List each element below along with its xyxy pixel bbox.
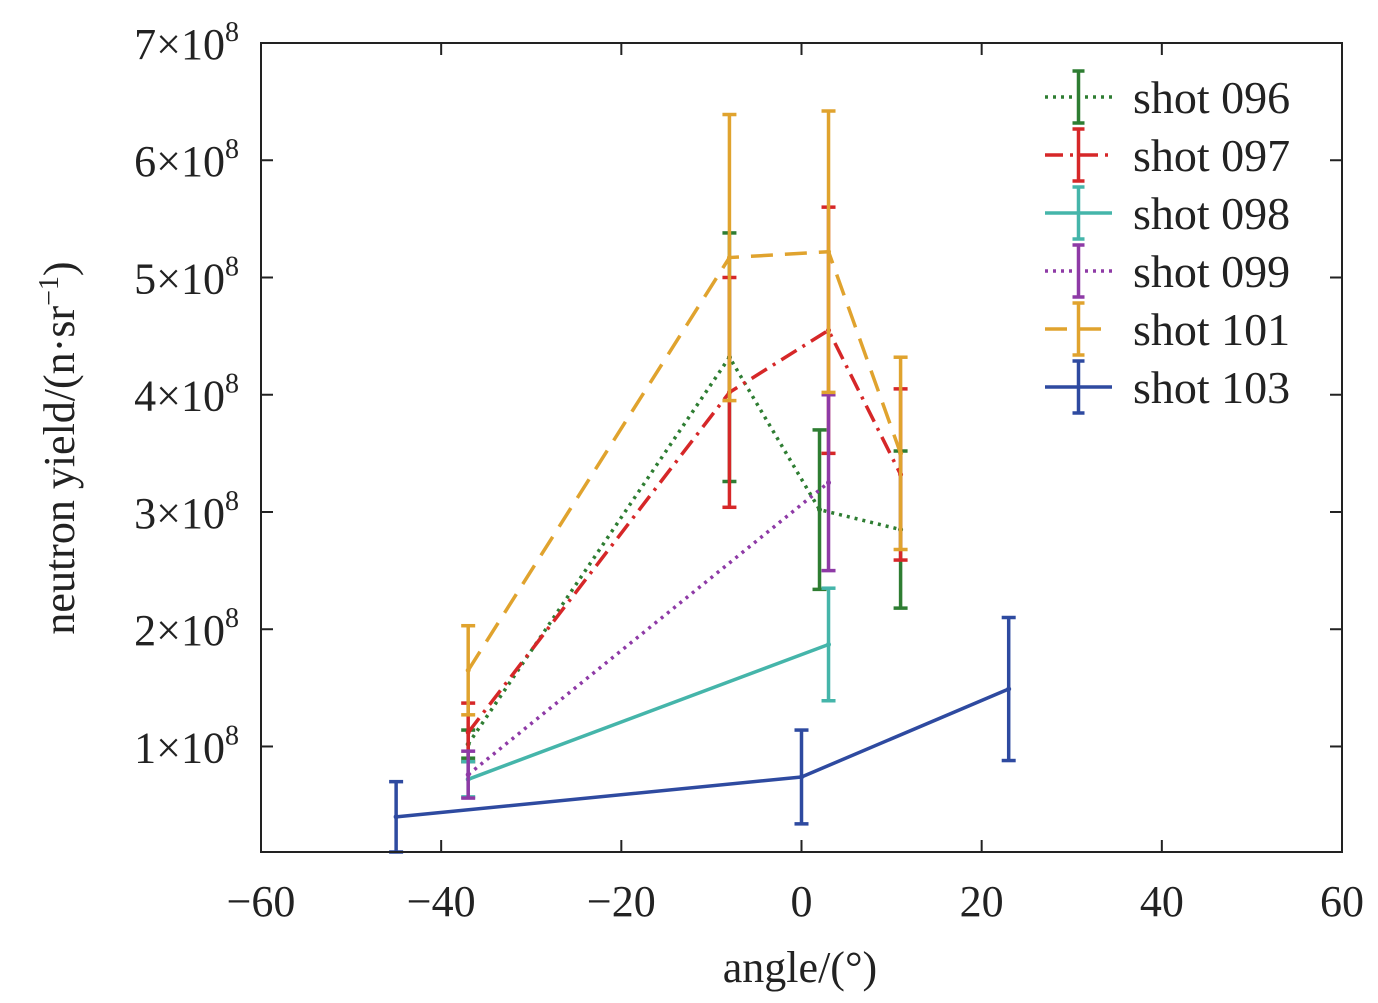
y-tick-label-exponent: 8	[225, 17, 239, 48]
series-shot-098	[461, 586, 836, 799]
y-tick-label-exponent: 8	[225, 720, 239, 751]
y-tick-label: 6×108	[134, 134, 239, 186]
y-tick-label-base: 5×10	[134, 254, 225, 303]
y-tick-label-exponent: 8	[225, 134, 239, 165]
y-tick-label-base: 1×10	[134, 723, 225, 772]
legend-entry: shot 096	[1045, 69, 1290, 125]
x-tick-label: 0	[791, 877, 813, 926]
x-tick-label: 20	[960, 877, 1004, 926]
y-tick-label-base: 6×10	[134, 137, 225, 186]
series-shot-103	[389, 615, 1016, 854]
legend-label: shot 098	[1133, 188, 1290, 239]
x-tick-label: 40	[1140, 877, 1184, 926]
legend: shot 096 shot 097 shot 098 shot 099 shot 101…	[1045, 69, 1290, 415]
y-tick-label: 7×108	[134, 17, 239, 69]
y-axis-label-main: neutron yield/(n·sr	[35, 306, 84, 635]
data-point	[799, 774, 804, 780]
data-point	[826, 641, 832, 647]
legend-label: shot 101	[1133, 304, 1290, 355]
legend-entry: shot 101	[1045, 301, 1290, 357]
data-point	[826, 480, 832, 486]
y-tick-label: 2×108	[134, 603, 239, 655]
x-tick-label: −40	[407, 877, 476, 926]
series-shot-099	[461, 392, 836, 800]
legend-entry: shot 103	[1045, 359, 1290, 415]
series-line	[395, 687, 1010, 819]
y-tick-label: 3×108	[134, 486, 239, 538]
y-tick-label-base: 2×10	[134, 606, 225, 655]
x-tick-label: −20	[587, 877, 656, 926]
x-tick-label: −60	[227, 877, 296, 926]
legend-label: shot 097	[1133, 130, 1290, 181]
data-point	[465, 772, 471, 778]
y-axis-label-sup: −1	[34, 276, 65, 306]
data-point	[898, 450, 904, 456]
data-point	[465, 667, 471, 673]
data-point	[726, 255, 732, 261]
series-line	[466, 249, 903, 672]
legend-entry: shot 099	[1045, 243, 1290, 299]
legend-label: shot 099	[1133, 246, 1290, 297]
y-tick-label-base: 3×10	[134, 489, 225, 538]
series-line	[466, 355, 902, 746]
legend-entry: shot 097	[1045, 127, 1290, 183]
y-tick-label-exponent: 8	[225, 251, 239, 282]
data-point	[817, 507, 823, 513]
y-axis-label-close: )	[35, 261, 84, 276]
legend-label: shot 103	[1133, 362, 1290, 413]
y-axis-label: neutron yield/(n·sr−1)	[34, 261, 84, 634]
x-axis-label: angle/(°)	[723, 943, 877, 992]
series-shot-101	[461, 109, 908, 717]
y-tick-label-base: 4×10	[134, 372, 225, 421]
series-shot-096	[461, 231, 908, 760]
legend-entry: shot 098	[1045, 185, 1290, 241]
data-point	[826, 249, 832, 255]
x-tick-label: 60	[1320, 877, 1364, 926]
series-line	[466, 328, 903, 734]
data-point	[465, 729, 471, 735]
y-tick-label-exponent: 8	[225, 369, 239, 400]
y-tick-label-exponent: 8	[225, 603, 239, 634]
y-tick-label: 5×108	[134, 251, 239, 303]
y-tick-label: 1×108	[134, 720, 239, 772]
y-tick-label-exponent: 8	[225, 486, 239, 517]
series-line	[467, 481, 830, 776]
plot-layer	[389, 109, 1016, 854]
y-tick-label: 4×108	[134, 369, 239, 421]
legend-label: shot 096	[1133, 72, 1290, 123]
data-point	[393, 814, 399, 820]
axes-layer: −60 −40 −20 0 20 40 601×1082×1083×1084×1085×10…	[134, 17, 1364, 926]
series-line	[467, 642, 830, 781]
y-tick-label-base: 7×10	[134, 20, 225, 69]
data-point	[1006, 686, 1012, 692]
